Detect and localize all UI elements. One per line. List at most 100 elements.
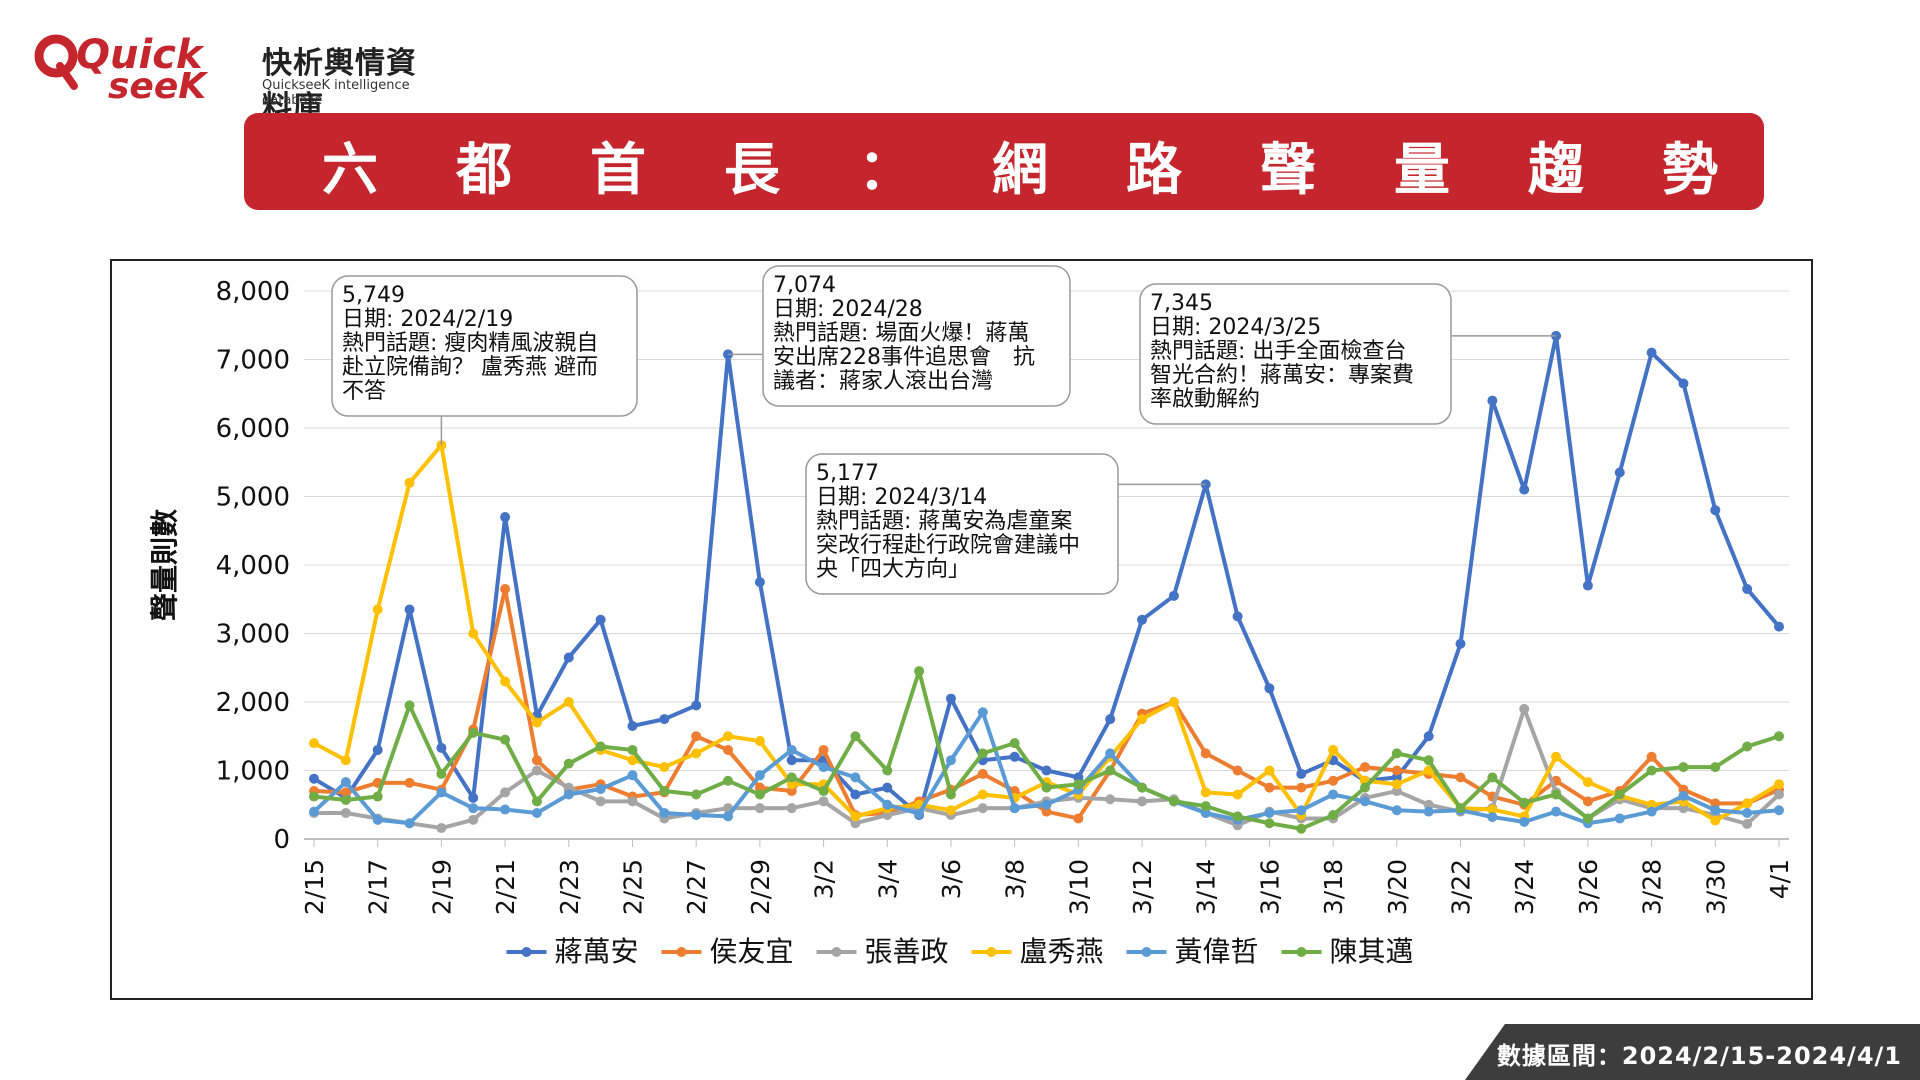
data-point: [882, 799, 893, 810]
x-tick-label: 3/18: [1319, 859, 1348, 915]
x-tick-label: 3/28: [1638, 859, 1667, 915]
legend-swatch-marker: [1296, 947, 1307, 957]
data-point: [1328, 744, 1339, 755]
y-tick-label: 2,000: [216, 688, 290, 718]
data-point: [945, 755, 956, 766]
data-point: [1646, 751, 1657, 762]
date-range-text: 數據區間：2024/2/15-2024/4/1: [1496, 1042, 1902, 1070]
data-point: [1391, 805, 1402, 816]
data-point: [1200, 748, 1211, 759]
data-point: [500, 512, 511, 523]
quickseek-logo-mark: Quick seeK: [34, 32, 209, 102]
x-tick-label: 3/10: [1064, 859, 1093, 915]
data-point: [1519, 816, 1530, 827]
data-point: [1423, 765, 1434, 776]
data-point: [786, 779, 797, 790]
logo-word-seek: seeK: [108, 66, 209, 102]
data-point: [1073, 779, 1084, 790]
series-陳其邁: [309, 666, 1784, 834]
callout-line: 日期: 2024/3/14: [816, 485, 987, 510]
brand-name-english: QuickseeK intelligence database: [262, 78, 410, 108]
data-point: [882, 810, 893, 821]
data-point: [1423, 806, 1434, 817]
chart-frame: 0 1,000 2,000 3,000 4,000 5,000 6,000 7,000 8,00…: [110, 259, 1813, 1000]
data-point: [1073, 772, 1084, 783]
data-point: [914, 666, 925, 677]
data-point: [404, 777, 415, 788]
callout-line: 日期: 2024/28: [773, 297, 923, 322]
data-point: [1264, 818, 1275, 829]
data-point: [818, 796, 829, 807]
data-point: [1328, 810, 1339, 821]
data-point: [1774, 621, 1784, 632]
data-point: [563, 789, 574, 800]
data-point: [1678, 762, 1689, 773]
data-point: [786, 803, 797, 814]
data-point: [1710, 762, 1721, 773]
data-point: [1168, 590, 1179, 601]
data-point: [468, 792, 479, 803]
data-point: [1105, 794, 1116, 805]
data-point: [500, 734, 511, 745]
data-point: [627, 796, 638, 807]
data-point: [1774, 779, 1784, 790]
data-point: [1296, 805, 1307, 816]
x-tick-label: 3/2: [810, 859, 839, 899]
data-point: [945, 693, 956, 704]
legend-label: 侯友宜: [710, 935, 794, 968]
data-point: [1009, 751, 1020, 762]
data-point: [309, 738, 319, 749]
callout-value: 7,074: [773, 273, 836, 298]
data-point: [1200, 807, 1211, 818]
data-point: [1519, 703, 1530, 714]
data-point: [1455, 638, 1466, 649]
data-point: [1742, 818, 1753, 829]
data-point: [1359, 796, 1370, 807]
callout-value: 5,177: [816, 461, 879, 486]
data-point: [945, 789, 956, 800]
data-point: [1391, 765, 1402, 776]
data-point: [500, 787, 511, 798]
data-point: [691, 731, 702, 742]
chart-title: 六都首長：網路聲量趨勢圖: [322, 138, 1920, 203]
x-tick-label: 4/1: [1765, 859, 1794, 899]
legend-label: 蔣萬安: [555, 935, 639, 968]
legend-swatch-marker: [1141, 947, 1152, 957]
data-point: [531, 717, 542, 728]
data-point: [1423, 799, 1434, 810]
data-point: [1519, 484, 1530, 495]
data-point: [1105, 765, 1116, 776]
data-point: [1232, 765, 1243, 776]
x-tick-label: 3/22: [1447, 859, 1476, 915]
y-tick-label: 7,000: [216, 346, 290, 376]
data-point: [372, 604, 383, 615]
data-point: [1391, 786, 1402, 797]
data-point: [563, 652, 574, 663]
y-axis-label: 聲量則數: [148, 509, 181, 621]
data-point: [1774, 789, 1784, 800]
x-tick-label: 2/23: [555, 859, 584, 915]
data-point: [1455, 803, 1466, 814]
legend-swatch-marker: [676, 947, 687, 957]
data-point: [723, 731, 734, 742]
data-point: [1296, 823, 1307, 834]
data-point: [627, 755, 638, 766]
data-point: [754, 577, 765, 588]
data-point: [850, 818, 861, 829]
callout-box: [1139, 283, 1452, 425]
data-point: [882, 782, 893, 793]
data-point: [340, 794, 351, 805]
data-point: [500, 676, 511, 687]
data-point: [1009, 786, 1020, 797]
data-point: [468, 814, 479, 825]
data-point: [563, 697, 574, 707]
x-tick-label: 3/14: [1192, 859, 1221, 915]
data-point: [531, 755, 542, 766]
data-point: [1296, 768, 1307, 779]
data-point: [1105, 748, 1116, 759]
data-point: [914, 808, 925, 819]
callout-line: 熱門話題: 場面火爆！蔣萬: [773, 321, 1029, 346]
callout-value: 7,345: [1150, 291, 1213, 316]
